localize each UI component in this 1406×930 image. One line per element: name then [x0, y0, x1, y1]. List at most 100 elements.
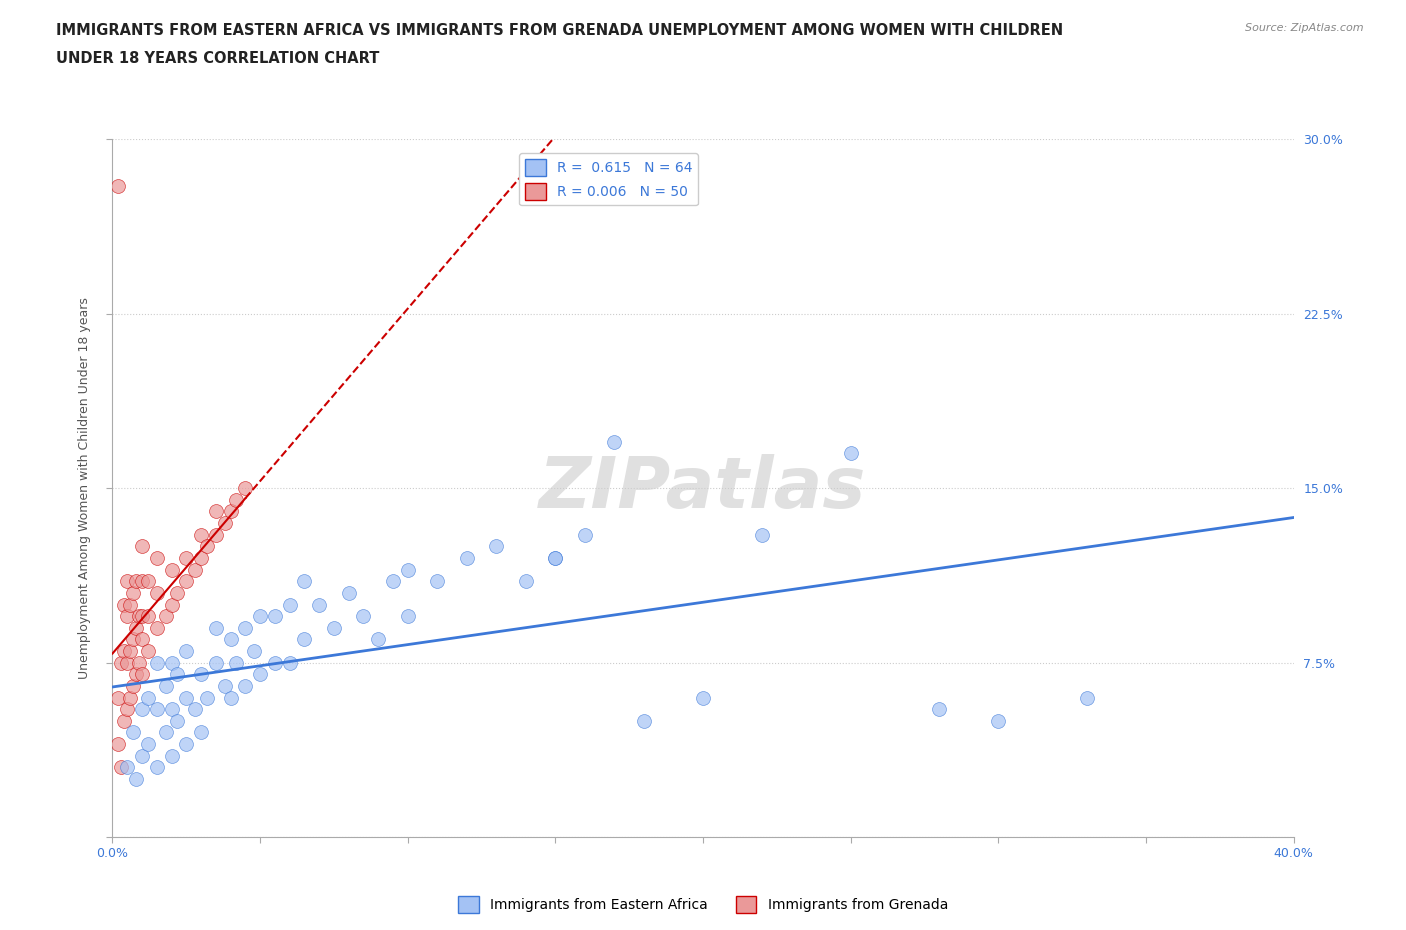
Point [117, 609, 138, 624]
Point [426, 574, 449, 589]
Text: ZIPatlas: ZIPatlas [540, 454, 866, 523]
Point [136, 644, 159, 658]
Point [292, 632, 315, 647]
Point [146, 656, 169, 671]
Point [352, 609, 374, 624]
Point [174, 551, 197, 565]
Point [166, 586, 188, 601]
Point [125, 667, 148, 682]
Point [205, 620, 228, 635]
Point [243, 644, 266, 658]
Point [205, 527, 228, 542]
Point [219, 632, 242, 647]
Point [136, 737, 159, 751]
Point [131, 539, 153, 554]
Y-axis label: Unemployment Among Women with Children Under 18 years: Unemployment Among Women with Children U… [77, 298, 91, 679]
Point [292, 574, 315, 589]
Point [515, 574, 537, 589]
Point [122, 586, 145, 601]
Text: Source: ZipAtlas.com: Source: ZipAtlas.com [1246, 23, 1364, 33]
Point [174, 644, 197, 658]
Point [544, 551, 567, 565]
Point [131, 632, 153, 647]
Point [117, 760, 138, 775]
Point [136, 574, 159, 589]
Point [131, 609, 153, 624]
Point [174, 574, 197, 589]
Point [190, 551, 212, 565]
Point [184, 562, 207, 577]
Point [174, 737, 197, 751]
Point [190, 667, 212, 682]
Point [278, 656, 301, 671]
Point [225, 493, 247, 508]
Point [120, 690, 142, 705]
Point [195, 539, 218, 554]
Point [155, 609, 177, 624]
Point [396, 609, 419, 624]
Point [485, 539, 508, 554]
Point [633, 713, 655, 728]
Legend: Immigrants from Eastern Africa, Immigrants from Grenada: Immigrants from Eastern Africa, Immigran… [453, 890, 953, 919]
Point [122, 632, 145, 647]
Point [146, 586, 169, 601]
Point [190, 527, 212, 542]
Point [155, 679, 177, 694]
Point [155, 725, 177, 740]
Point [225, 656, 247, 671]
Point [125, 620, 148, 635]
Point [120, 644, 142, 658]
Point [249, 667, 271, 682]
Point [107, 737, 129, 751]
Point [146, 620, 169, 635]
Point [278, 597, 301, 612]
Point [122, 725, 145, 740]
Point [117, 574, 138, 589]
Point [839, 445, 862, 460]
Point [166, 713, 188, 728]
Point [107, 690, 129, 705]
Point [125, 772, 148, 787]
Point [574, 527, 596, 542]
Point [337, 586, 360, 601]
Point [233, 679, 256, 694]
Point [125, 574, 148, 589]
Point [396, 562, 419, 577]
Point [751, 527, 773, 542]
Point [128, 656, 150, 671]
Legend: R =  0.615   N = 64, R = 0.006   N = 50: R = 0.615 N = 64, R = 0.006 N = 50 [519, 153, 697, 206]
Point [456, 551, 478, 565]
Point [112, 597, 135, 612]
Point [117, 656, 138, 671]
Point [136, 609, 159, 624]
Point [308, 597, 330, 612]
Point [131, 748, 153, 763]
Point [190, 725, 212, 740]
Point [110, 760, 132, 775]
Point [264, 609, 287, 624]
Point [233, 481, 256, 496]
Point [120, 597, 142, 612]
Point [219, 504, 242, 519]
Point [166, 667, 188, 682]
Point [367, 632, 389, 647]
Point [146, 551, 169, 565]
Point [122, 679, 145, 694]
Point [160, 597, 183, 612]
Point [323, 620, 346, 635]
Text: IMMIGRANTS FROM EASTERN AFRICA VS IMMIGRANTS FROM GRENADA UNEMPLOYMENT AMONG WOM: IMMIGRANTS FROM EASTERN AFRICA VS IMMIGR… [56, 23, 1063, 38]
Point [117, 701, 138, 716]
Point [249, 609, 271, 624]
Point [112, 713, 135, 728]
Point [987, 713, 1010, 728]
Point [544, 551, 567, 565]
Point [131, 667, 153, 682]
Point [603, 434, 626, 449]
Point [219, 690, 242, 705]
Point [214, 515, 236, 530]
Point [205, 504, 228, 519]
Point [928, 701, 950, 716]
Point [205, 656, 228, 671]
Point [107, 179, 129, 193]
Point [195, 690, 218, 705]
